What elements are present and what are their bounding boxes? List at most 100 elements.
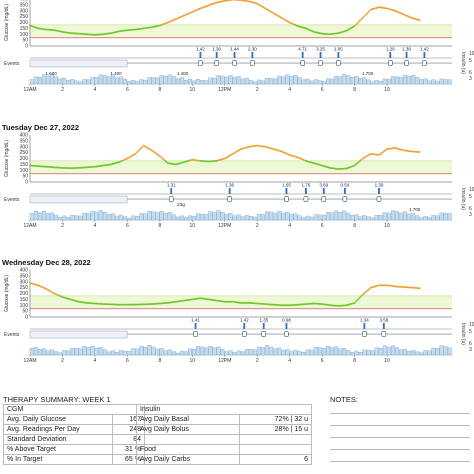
day-title: Tuesday Dec 27, 2022 <box>2 123 79 132</box>
events-label: Events <box>4 197 20 203</box>
bolus-bar <box>228 188 231 194</box>
bolus-label: 1.65 <box>282 183 291 188</box>
glucose-point <box>317 302 320 305</box>
note-line[interactable] <box>330 449 470 450</box>
basal-segment <box>123 350 128 356</box>
basal-segment <box>74 215 79 221</box>
event-marker <box>284 331 289 337</box>
x-tick-label: 8 <box>158 223 161 229</box>
glucose-point <box>98 33 100 36</box>
glucose-point <box>380 284 383 287</box>
therapy-summary: THERAPY SUMMARY: WEEK 1 CGM Avg. Daily G… <box>0 395 474 474</box>
insulin-tick-label: 10 <box>469 187 474 193</box>
basal-segment <box>399 212 403 221</box>
basal-segment <box>358 352 363 356</box>
glucose-point <box>383 150 386 153</box>
basal-label: 1.700 <box>409 207 421 212</box>
glucose-point <box>93 302 96 305</box>
cgm-stats-table: CGM Avg. Daily Glucose 167 Avg. Readings … <box>2 404 145 465</box>
glucose-point <box>417 150 420 153</box>
glucose-point <box>85 166 88 169</box>
glucose-point <box>338 304 341 307</box>
glucose-point <box>50 28 53 31</box>
glucose-point <box>405 286 407 289</box>
basal-segment <box>208 345 213 356</box>
x-tick-label: 10 <box>190 223 196 229</box>
event-marker <box>168 196 174 202</box>
y-tick-label: 400 <box>20 133 29 139</box>
insulin-tick-label: 5 <box>469 58 472 64</box>
basal-segment <box>411 74 416 85</box>
glucose-point <box>379 153 382 155</box>
glucose-point <box>291 304 294 307</box>
basal-segment <box>305 349 310 356</box>
glucose-point <box>415 150 418 153</box>
basal-segment <box>46 350 50 356</box>
glucose-point <box>68 167 71 170</box>
glucose-point <box>311 302 314 305</box>
glucose-point <box>46 165 49 168</box>
basal-segment <box>37 349 42 356</box>
glucose-point <box>364 291 367 294</box>
basal-segment <box>244 77 249 85</box>
glucose-point <box>402 286 405 288</box>
event-marker <box>342 196 348 202</box>
basal-segment <box>244 349 249 356</box>
glucose-point <box>271 303 274 306</box>
event-marker <box>232 60 237 66</box>
glucose-point <box>87 33 90 36</box>
glucose-point <box>93 33 96 36</box>
glucose-point <box>294 303 297 306</box>
glucose-point <box>240 301 242 304</box>
x-tick-label: 6 <box>126 223 129 229</box>
note-line[interactable] <box>330 461 470 462</box>
basal-segment <box>350 215 355 221</box>
basal-segment <box>427 350 432 356</box>
glucose-point <box>307 302 310 305</box>
glucose-point <box>65 167 68 169</box>
basal-segment <box>188 215 192 221</box>
glucose-point <box>359 296 361 299</box>
basal-segment <box>123 216 128 221</box>
basal-segment <box>111 350 115 356</box>
glucose-point <box>256 302 259 305</box>
note-line[interactable] <box>330 437 470 438</box>
basal-segment <box>382 78 387 85</box>
glucose-point <box>77 32 80 35</box>
basal-segment <box>54 351 59 356</box>
x-tick-label: 6 <box>321 358 324 364</box>
basal-segment <box>322 214 326 221</box>
glucose-point <box>156 153 159 156</box>
basal-segment <box>66 350 71 356</box>
basal-segment <box>407 213 412 221</box>
glucose-point <box>37 165 40 168</box>
note-line[interactable] <box>330 413 470 414</box>
note-line[interactable] <box>330 425 470 426</box>
glucose-point <box>85 33 88 36</box>
event-bar <box>29 59 128 68</box>
glucose-point <box>111 303 114 306</box>
y-tick-label: 250 <box>20 285 29 291</box>
glucose-point <box>54 166 57 169</box>
y-tick-label: 400 <box>20 268 29 274</box>
glucose-point <box>141 145 144 148</box>
glucose-point <box>290 304 292 307</box>
event-marker <box>318 60 323 66</box>
bolus-label: 1.34 <box>360 318 369 323</box>
basal-segment <box>115 352 119 356</box>
x-tick-label: 6 <box>126 358 129 364</box>
glucose-point <box>92 302 95 305</box>
y-tick-label: 50 <box>22 174 28 180</box>
glucose-point <box>322 32 325 35</box>
basal-segment <box>58 78 63 85</box>
glucose-point <box>95 33 98 36</box>
glucose-point <box>225 300 228 303</box>
glucose-point <box>233 0 236 1</box>
glucose-point <box>333 304 336 307</box>
basal-segment <box>407 351 412 356</box>
bolus-bar <box>319 52 322 58</box>
y-tick-label: 400 <box>20 0 29 3</box>
glucose-point <box>336 304 338 307</box>
glucose-point <box>122 303 125 306</box>
basal-segment <box>70 347 75 356</box>
